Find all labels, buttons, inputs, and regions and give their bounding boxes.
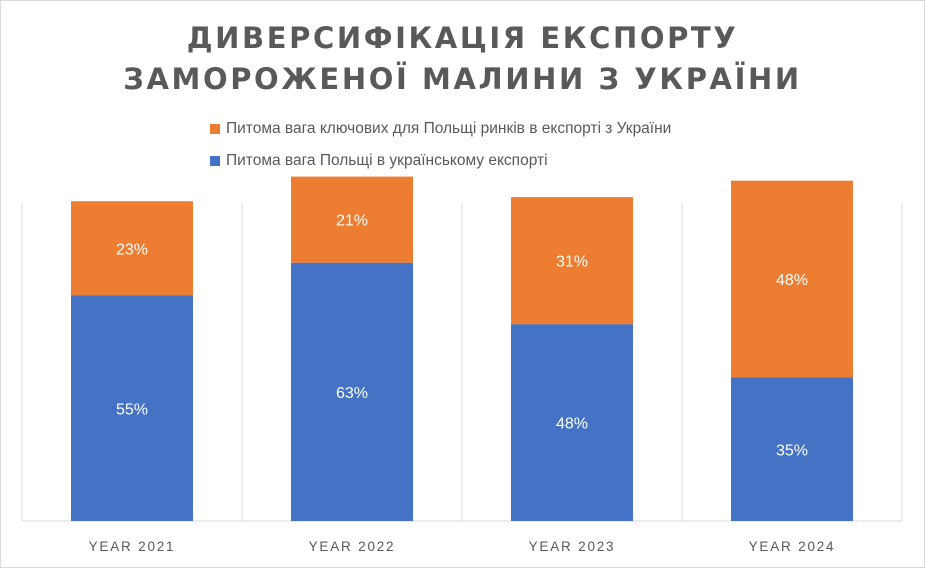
- legend-swatch-key-markets: [210, 124, 220, 134]
- data-label: 21%: [336, 213, 368, 230]
- bar-segment-key-markets: [731, 180, 853, 378]
- data-label: 23%: [116, 241, 148, 258]
- chart-title-line-1: ДИВЕРСИФІКАЦІЯ ЕКСПОРТУ: [186, 21, 739, 55]
- legend-label-key-markets: Питома вага ключових для Польщі ринків в…: [226, 120, 672, 137]
- bar-segment-poland-share: [291, 262, 413, 521]
- chart-legend: Питома вага ключових для Польщі ринків в…: [210, 118, 671, 182]
- data-label: 55%: [116, 401, 148, 418]
- bar-segment-poland-share: [731, 377, 853, 521]
- bar-segment-poland-share: [511, 324, 633, 521]
- data-label: 31%: [556, 254, 588, 271]
- data-label: 48%: [776, 272, 808, 289]
- data-label: 63%: [336, 385, 368, 402]
- x-tick-label: YEAR 2024: [749, 539, 836, 554]
- chart-title-line-2: ЗАМОРОЖЕНОЇ МАЛИНИ З УКРАЇНИ: [123, 62, 802, 96]
- legend-label-poland-share: Питома вага Польщі в українському експор…: [226, 152, 548, 169]
- data-label: 35%: [776, 442, 808, 459]
- x-tick-label: YEAR 2021: [89, 539, 176, 554]
- legend-item-poland-share: Питома вага Польщі в українському експор…: [210, 150, 671, 172]
- bar-segment-key-markets: [291, 176, 413, 263]
- bar-segment-key-markets: [511, 197, 633, 325]
- bar-segment-key-markets: [71, 201, 193, 296]
- legend-item-key-markets: Питома вага ключових для Польщі ринків в…: [210, 118, 671, 140]
- x-tick-label: YEAR 2023: [529, 539, 616, 554]
- bar-segment-poland-share: [71, 295, 193, 521]
- legend-swatch-poland-share: [210, 156, 220, 166]
- data-label: 48%: [556, 416, 588, 433]
- x-tick-label: YEAR 2022: [309, 539, 396, 554]
